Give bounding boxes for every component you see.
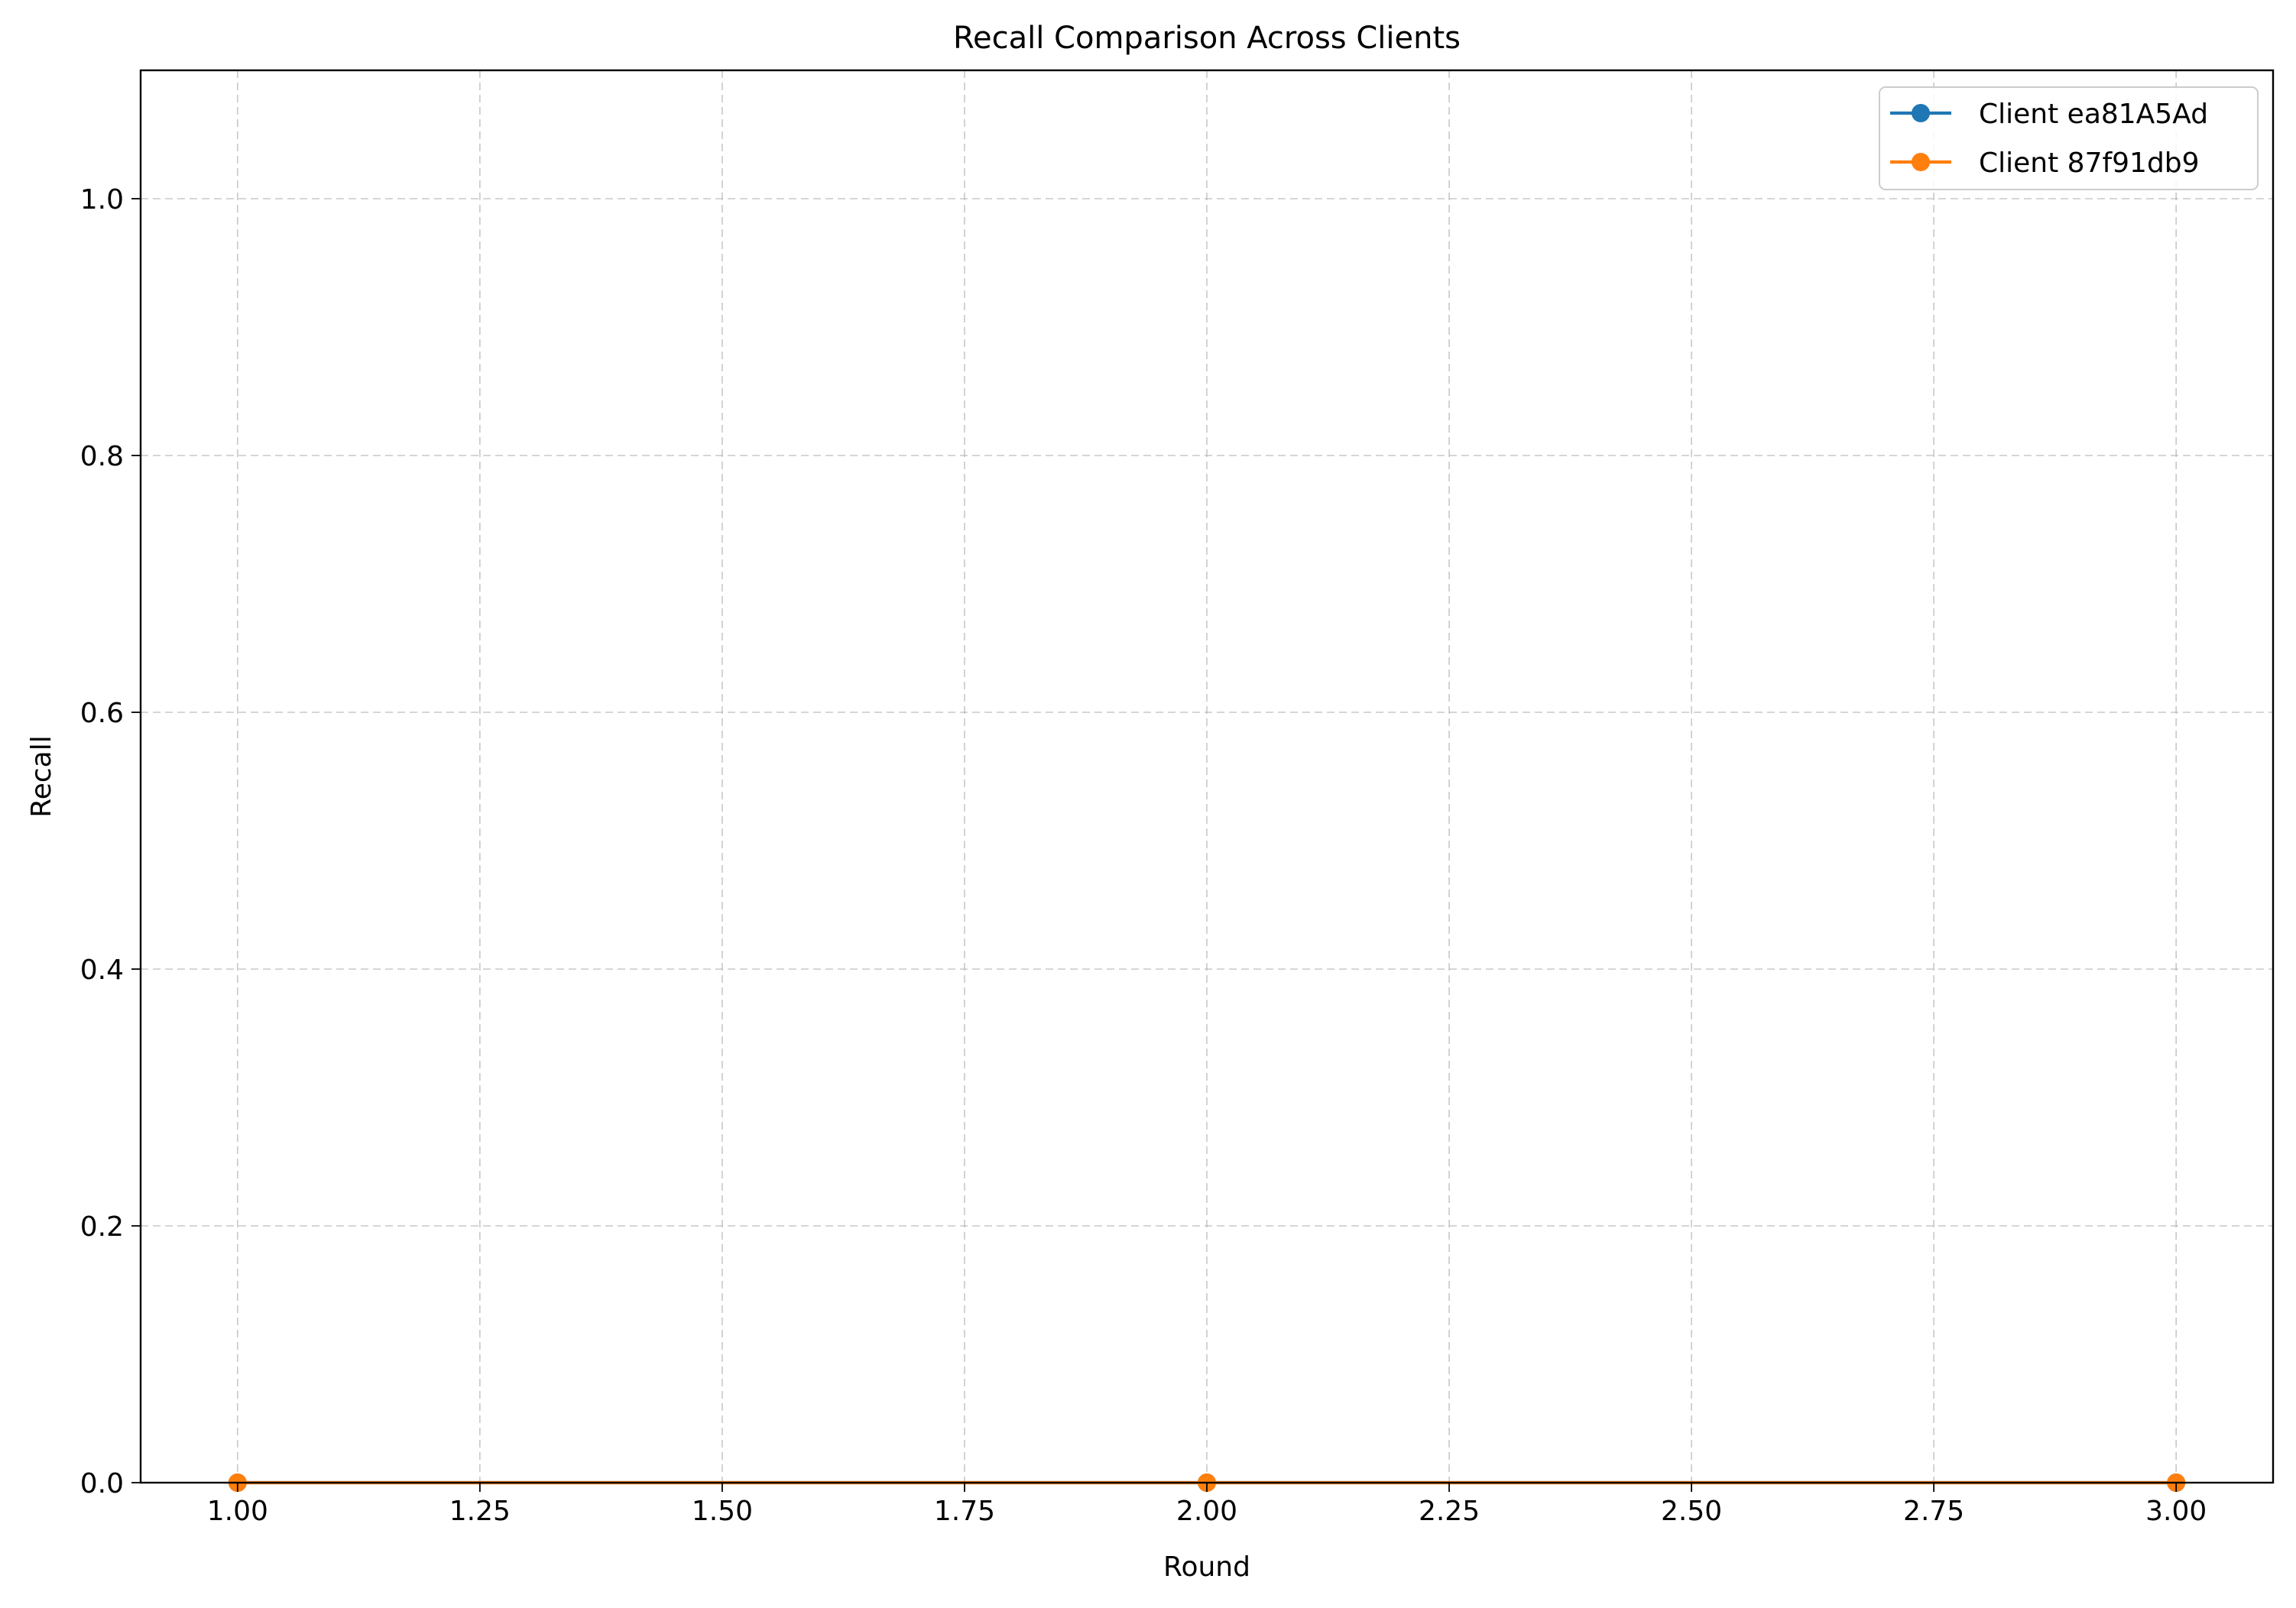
axis-ticks: 1.00 1.25 1.50 1.75 2.00 2.25 2.50 2.75 3.00 0.0 0… bbox=[80, 184, 2207, 1527]
legend-label-client-87f91db9: Client 87f91db9 bbox=[1979, 148, 2200, 179]
x-tick-label-1.25: 1.25 bbox=[449, 1496, 511, 1527]
legend-entry-client-ea81a5ad: Client ea81A5Ad bbox=[1890, 99, 2208, 130]
x-tick-label-3.00: 3.00 bbox=[2145, 1496, 2207, 1527]
y-tick-label-1.0: 1.0 bbox=[80, 184, 124, 216]
x-tick-label-2.00: 2.00 bbox=[1176, 1496, 1237, 1527]
x-tick-label-1.00: 1.00 bbox=[207, 1496, 268, 1527]
y-tick-label-0.8: 0.8 bbox=[80, 441, 124, 472]
legend-marker-client-ea81a5ad bbox=[1912, 104, 1930, 122]
x-tick-label-2.50: 2.50 bbox=[1661, 1496, 1722, 1527]
legend-marker-client-87f91db9 bbox=[1912, 153, 1930, 171]
grid-lines bbox=[141, 70, 2273, 1483]
chart-title: Recall Comparison Across Clients bbox=[953, 21, 1461, 56]
x-axis-label: Round bbox=[1163, 1551, 1250, 1583]
y-tick-label-0.6: 0.6 bbox=[80, 698, 124, 729]
x-tick-label-2.25: 2.25 bbox=[1419, 1496, 1480, 1527]
x-tick-label-1.75: 1.75 bbox=[934, 1496, 995, 1527]
x-tick-label-1.50: 1.50 bbox=[692, 1496, 753, 1527]
legend-box bbox=[1879, 86, 2259, 190]
y-tick-label-0.2: 0.2 bbox=[80, 1211, 124, 1243]
y-axis-label: Recall bbox=[26, 735, 57, 817]
legend-entry-client-87f91db9: Client 87f91db9 bbox=[1890, 148, 2200, 179]
legend: Client ea81A5Ad Client 87f91db9 bbox=[1879, 86, 2259, 190]
legend-label-client-ea81a5ad: Client ea81A5Ad bbox=[1979, 99, 2208, 130]
x-tick-label-2.75: 2.75 bbox=[1903, 1496, 1964, 1527]
y-tick-label-0.0: 0.0 bbox=[80, 1468, 124, 1499]
y-tick-label-0.4: 0.4 bbox=[80, 955, 124, 986]
